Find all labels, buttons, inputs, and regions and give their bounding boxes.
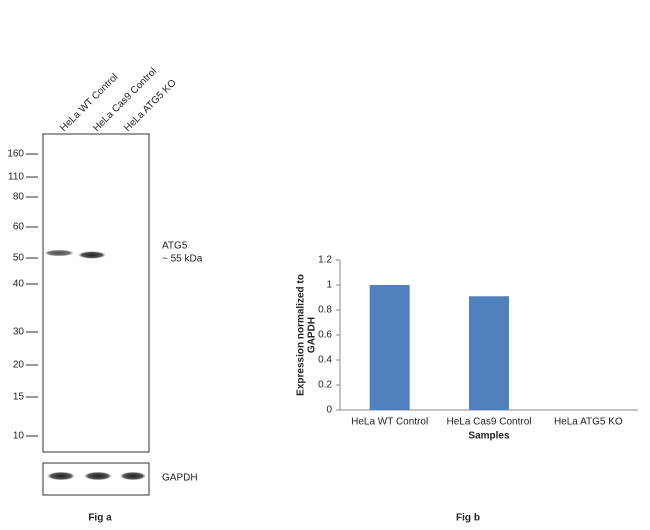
y-tick-label: 0 (326, 405, 332, 416)
y-axis-title: GAPDH (307, 317, 318, 353)
band (46, 471, 76, 481)
blot-frame (42, 133, 150, 453)
caption: Fig b (456, 513, 480, 524)
marker-label: 50 (13, 253, 25, 264)
band (43, 249, 75, 257)
lane-label: HeLa WT Control (58, 72, 120, 134)
marker-label: 10 (13, 431, 25, 442)
bar (469, 296, 509, 410)
band (119, 471, 147, 481)
caption: Fig a (88, 513, 112, 524)
loading-label: GAPDH (162, 473, 198, 484)
y-tick-label: 0.2 (318, 380, 332, 391)
marker-label: 60 (13, 222, 25, 233)
target-size: ~ 55 kDa (162, 254, 203, 265)
y-axis-title: Expression normalized to (296, 274, 307, 396)
x-tick-label: HeLa Cas9 Control (446, 417, 531, 428)
y-tick-label: 0.4 (318, 355, 332, 366)
marker-label: 80 (13, 192, 25, 203)
marker-label: 40 (13, 279, 25, 290)
y-tick-label: 1 (326, 280, 332, 291)
x-tick-label: HeLa ATG5 KO (554, 417, 623, 428)
marker-label: 30 (13, 327, 25, 338)
marker-label: 110 (8, 172, 24, 183)
marker-label: 160 (7, 149, 24, 160)
y-tick-label: 0.6 (318, 330, 332, 341)
band (77, 251, 107, 259)
marker-label: 20 (13, 360, 25, 371)
marker-label: 15 (13, 392, 25, 403)
y-tick-label: 1.2 (318, 255, 332, 266)
x-tick-label: HeLa WT Control (351, 417, 428, 428)
y-tick-label: 0.8 (318, 305, 332, 316)
band (83, 471, 113, 481)
bar (369, 285, 410, 410)
target-label: ATG5 (162, 241, 188, 252)
x-axis-title: Samples (468, 431, 510, 442)
